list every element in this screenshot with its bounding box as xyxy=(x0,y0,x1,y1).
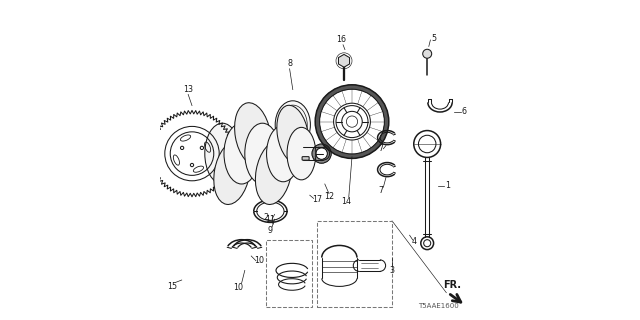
Ellipse shape xyxy=(277,105,308,164)
Text: 3: 3 xyxy=(390,266,395,275)
Text: 1: 1 xyxy=(445,181,450,190)
Ellipse shape xyxy=(205,123,240,184)
Circle shape xyxy=(422,49,432,58)
Bar xyxy=(317,221,392,307)
Text: T5AAE1600: T5AAE1600 xyxy=(418,303,459,309)
Ellipse shape xyxy=(266,125,300,182)
Ellipse shape xyxy=(255,141,292,204)
Ellipse shape xyxy=(214,141,250,204)
Text: 9: 9 xyxy=(268,226,273,235)
Text: FR.: FR. xyxy=(443,280,461,290)
Text: 13: 13 xyxy=(183,85,193,94)
Text: 7: 7 xyxy=(378,144,383,153)
Bar xyxy=(266,240,312,307)
Text: 8: 8 xyxy=(287,60,292,68)
Ellipse shape xyxy=(287,127,316,180)
Text: 5: 5 xyxy=(431,34,436,43)
Text: 11: 11 xyxy=(266,215,275,224)
Text: 16: 16 xyxy=(336,36,346,44)
Text: 6: 6 xyxy=(461,108,467,116)
Ellipse shape xyxy=(235,103,271,166)
Ellipse shape xyxy=(244,123,280,184)
Ellipse shape xyxy=(275,101,310,149)
Text: 15: 15 xyxy=(167,282,177,291)
Text: 17: 17 xyxy=(312,196,322,204)
Text: 12: 12 xyxy=(324,192,335,201)
Ellipse shape xyxy=(224,123,259,184)
Text: 10: 10 xyxy=(254,256,264,265)
Text: 10: 10 xyxy=(234,284,243,292)
Text: 2: 2 xyxy=(263,213,268,222)
Text: 14: 14 xyxy=(341,197,351,206)
Text: 4: 4 xyxy=(412,237,417,246)
FancyBboxPatch shape xyxy=(302,156,309,160)
Text: 7: 7 xyxy=(378,186,383,195)
